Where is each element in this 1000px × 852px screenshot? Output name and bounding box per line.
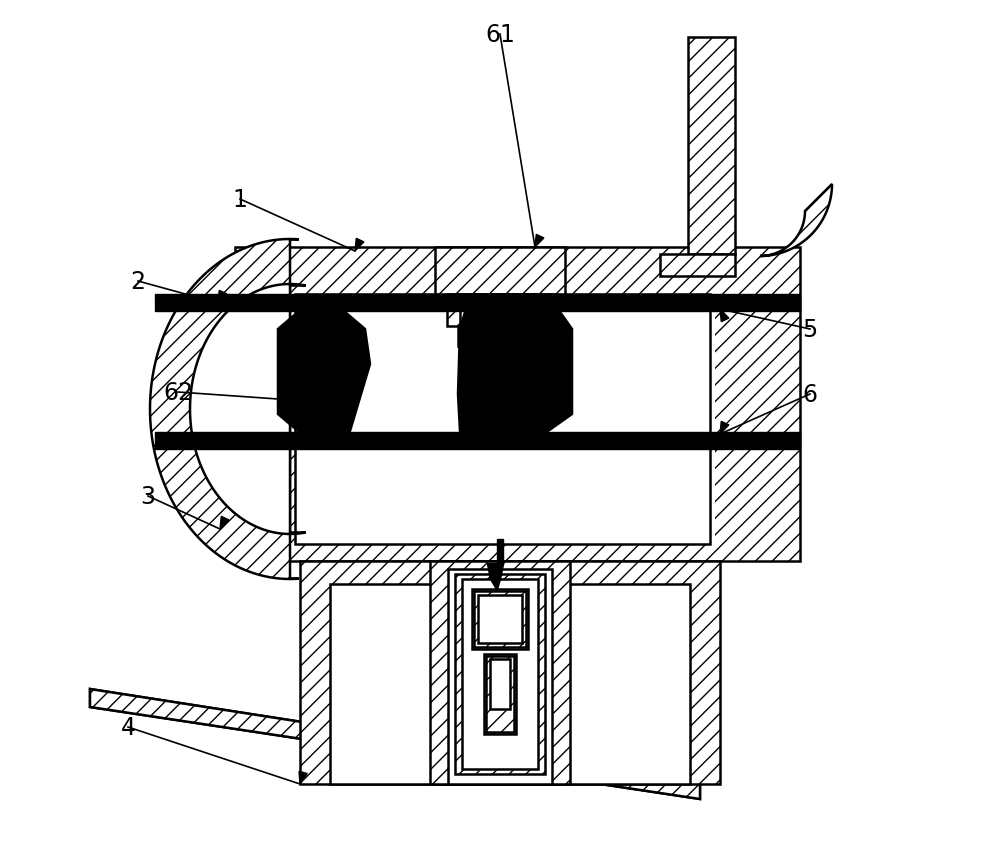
Bar: [478, 596, 522, 643]
Bar: [295, 295, 710, 544]
Bar: [460, 295, 540, 347]
Polygon shape: [90, 689, 700, 799]
Bar: [300, 561, 720, 784]
Text: 62: 62: [163, 381, 193, 405]
Bar: [505, 295, 715, 544]
Bar: [490, 295, 510, 384]
Bar: [510, 337, 524, 348]
Text: 6: 6: [802, 383, 818, 406]
Polygon shape: [299, 771, 307, 784]
Polygon shape: [355, 239, 364, 251]
Bar: [660, 255, 735, 277]
Bar: [155, 295, 800, 312]
Text: 61: 61: [485, 23, 515, 47]
Bar: [497, 539, 503, 564]
Bar: [295, 295, 495, 544]
Bar: [447, 295, 553, 326]
Bar: [476, 371, 490, 382]
Polygon shape: [190, 285, 306, 534]
Bar: [455, 574, 545, 774]
Polygon shape: [220, 517, 229, 529]
Polygon shape: [760, 185, 832, 256]
Bar: [462, 579, 538, 769]
Polygon shape: [535, 235, 544, 248]
Bar: [484, 654, 516, 734]
Polygon shape: [278, 387, 287, 400]
Polygon shape: [150, 239, 299, 579]
Bar: [155, 433, 800, 450]
Polygon shape: [278, 313, 370, 431]
Bar: [490, 659, 510, 709]
Text: 3: 3: [141, 485, 156, 509]
Bar: [435, 248, 565, 295]
Bar: [476, 337, 490, 348]
Text: 2: 2: [131, 270, 146, 294]
Bar: [235, 248, 800, 561]
Polygon shape: [458, 313, 572, 431]
Text: 1: 1: [233, 187, 247, 212]
Polygon shape: [90, 689, 700, 799]
Bar: [458, 326, 542, 347]
Bar: [472, 590, 528, 649]
Bar: [510, 371, 524, 382]
Polygon shape: [488, 564, 503, 590]
Bar: [430, 561, 570, 784]
Text: 5: 5: [802, 318, 818, 342]
Text: 4: 4: [121, 715, 136, 740]
Bar: [474, 591, 526, 648]
Bar: [448, 569, 552, 784]
Bar: [330, 584, 690, 784]
Polygon shape: [720, 422, 729, 435]
Bar: [688, 38, 735, 255]
Bar: [486, 656, 514, 732]
Polygon shape: [218, 291, 227, 303]
Polygon shape: [720, 309, 729, 322]
